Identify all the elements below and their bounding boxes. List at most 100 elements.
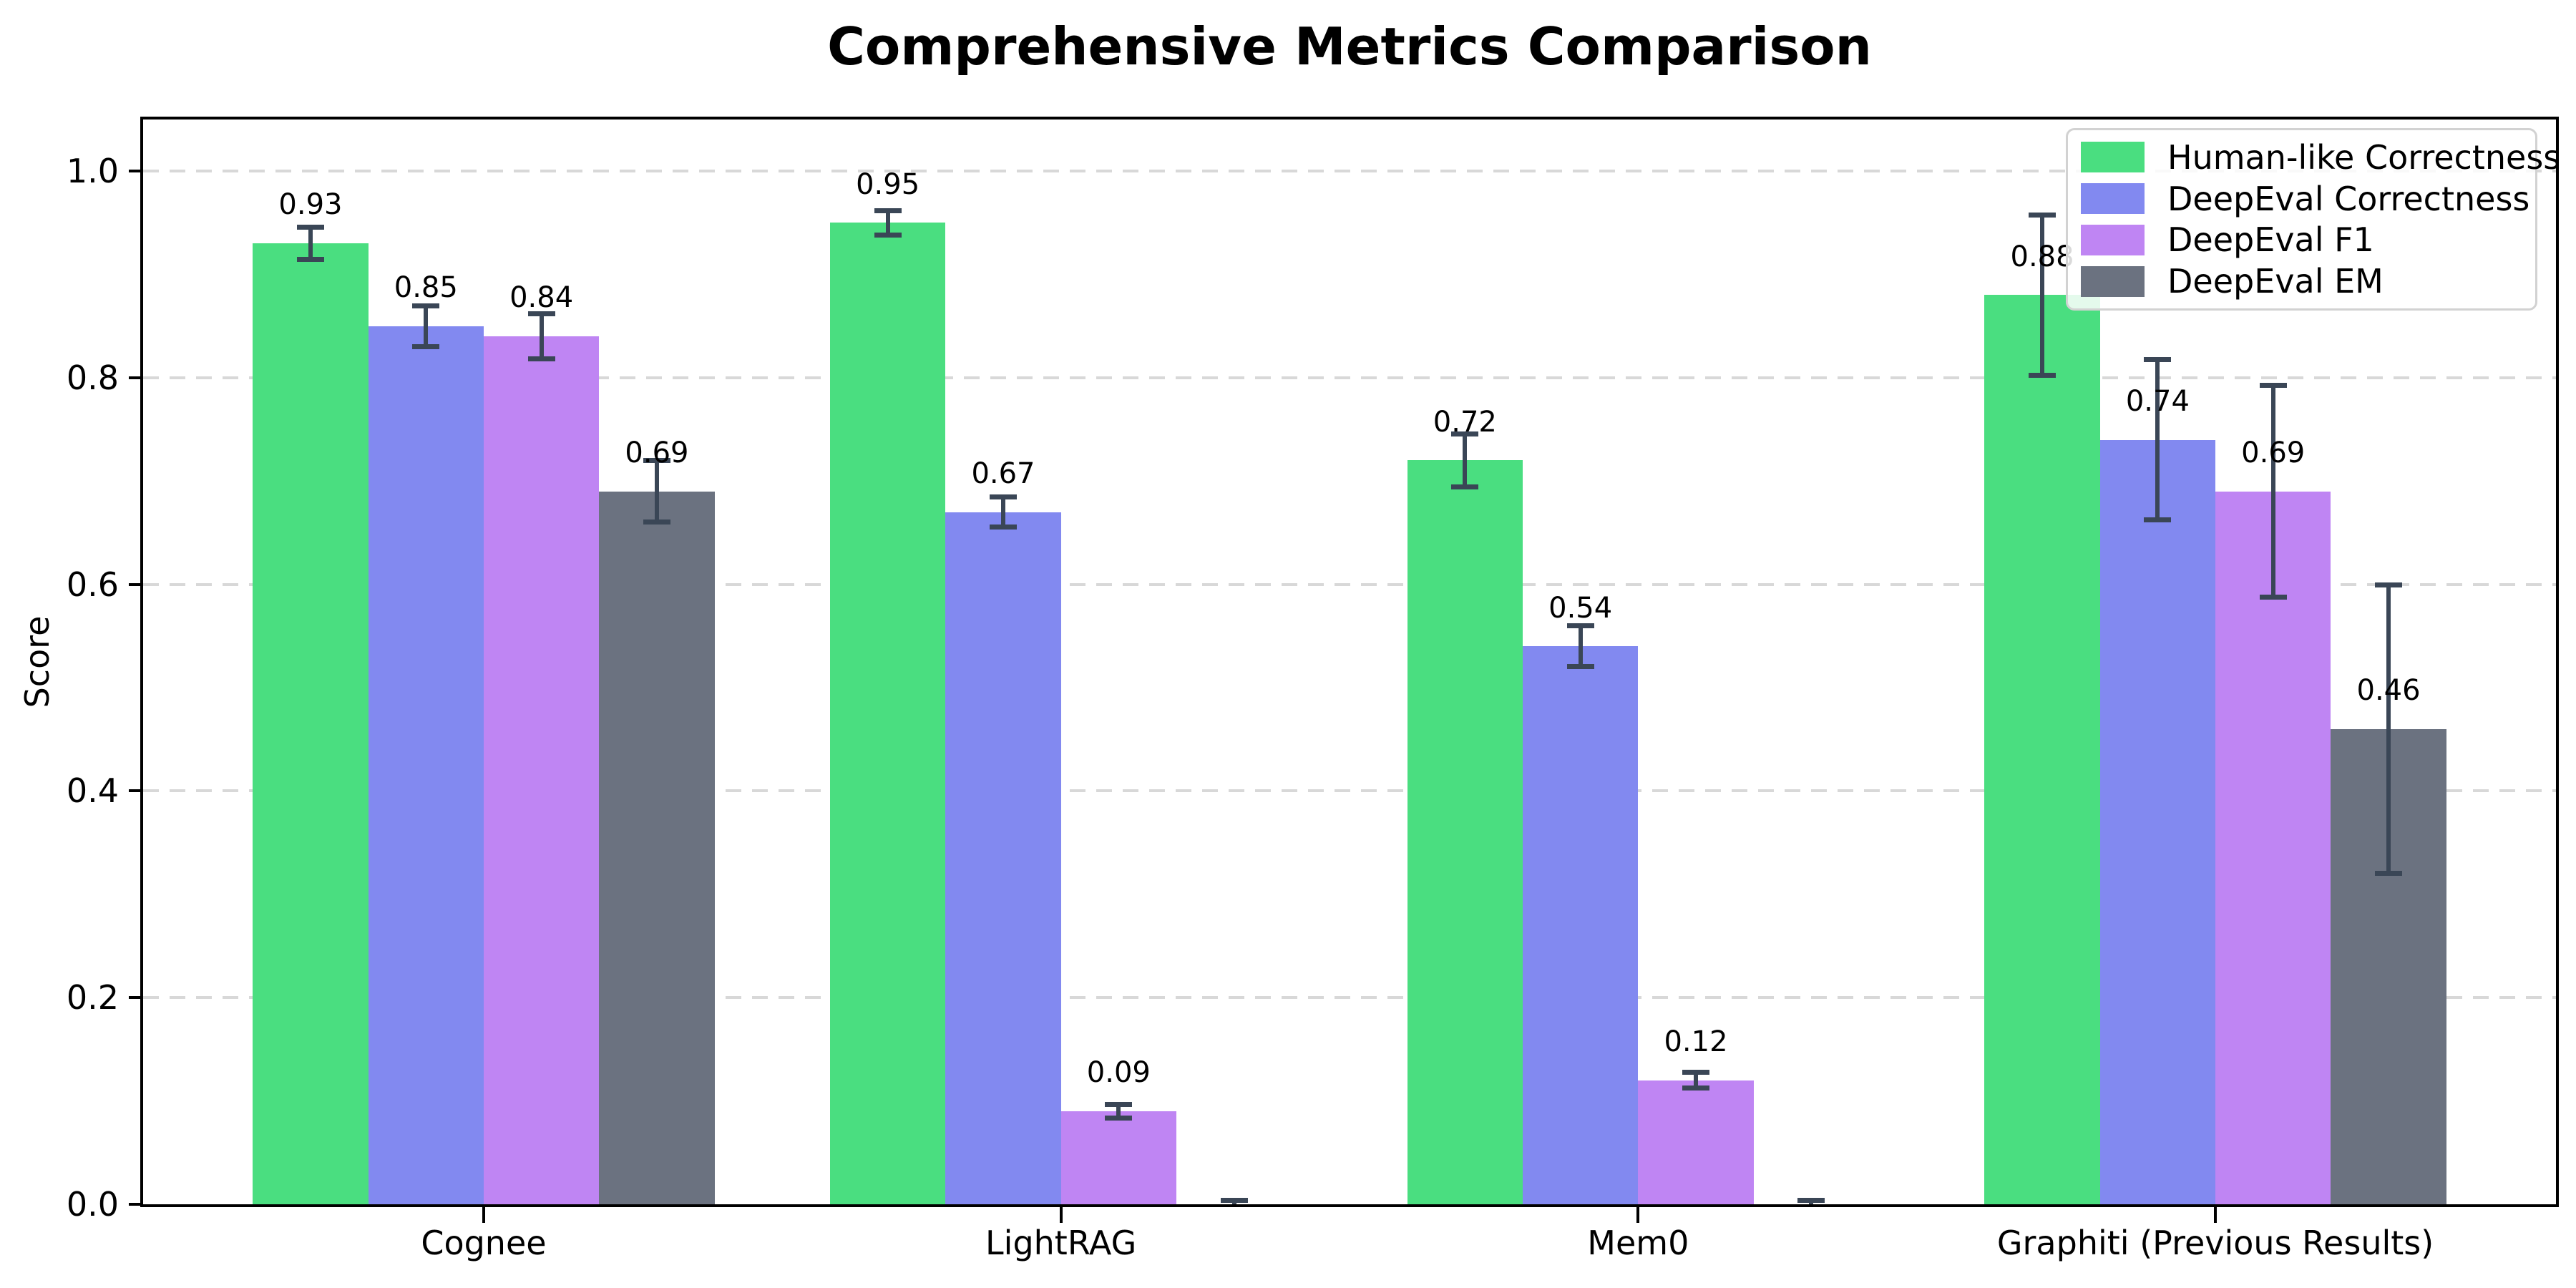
bar-value-label: 0.72 xyxy=(1433,405,1497,439)
gridline xyxy=(143,170,2556,173)
bar-value-label: 0.85 xyxy=(394,270,458,304)
bar-value-label: 0.69 xyxy=(2241,436,2306,469)
bar xyxy=(368,326,484,1204)
error-cap-top xyxy=(2029,212,2057,218)
error-cap-top xyxy=(412,303,440,308)
error-cap-top xyxy=(296,225,324,230)
error-cap-top xyxy=(874,208,902,214)
bar xyxy=(829,223,946,1204)
error-cap-bottom xyxy=(1105,1116,1133,1121)
x-tick-label: Cognee xyxy=(421,1224,547,1262)
legend-swatch xyxy=(2081,224,2145,255)
legend-swatch xyxy=(2081,265,2145,297)
gridline xyxy=(143,376,2556,379)
error-cap-top xyxy=(1220,1198,1248,1204)
legend: Human-like Correctness DeepEval Correctne… xyxy=(2066,128,2560,311)
error-cap-top xyxy=(989,494,1017,499)
gridline xyxy=(143,582,2556,586)
y-axis-label: Score xyxy=(18,615,57,708)
error-bar xyxy=(1116,1103,1121,1119)
chart-title: Comprehensive Metrics Comparison xyxy=(827,16,1872,77)
legend-item: Human-like Correctness xyxy=(2081,139,2560,176)
legend-label: DeepEval EM xyxy=(2167,262,2384,301)
gridline xyxy=(143,789,2556,793)
bar xyxy=(945,512,1061,1204)
bar xyxy=(2099,439,2216,1204)
y-axis-tick xyxy=(129,789,143,793)
error-cap-bottom xyxy=(1682,1085,1710,1091)
error-cap-bottom xyxy=(1566,664,1594,670)
bar xyxy=(2215,491,2331,1204)
y-axis-tick xyxy=(129,1203,143,1206)
error-bar xyxy=(654,460,659,523)
x-axis-tick xyxy=(2214,1207,2218,1223)
x-tick-label: Graphiti (Previous Results) xyxy=(1996,1224,2434,1262)
legend-item: DeepEval F1 xyxy=(2081,221,2528,258)
error-bar xyxy=(1578,625,1583,668)
bar xyxy=(1638,1080,1754,1204)
error-cap-bottom xyxy=(2259,595,2287,600)
error-bar xyxy=(1000,496,1005,528)
error-bar xyxy=(539,313,544,359)
error-bar xyxy=(1463,433,1468,487)
y-tick-label: 0.2 xyxy=(66,978,119,1018)
bar-value-label: 0.46 xyxy=(2356,674,2421,708)
bar-value-label: 0.09 xyxy=(1086,1056,1151,1090)
error-cap-top xyxy=(1105,1101,1133,1107)
bar-value-label: 0.95 xyxy=(856,167,920,201)
error-cap-bottom xyxy=(2029,373,2057,379)
error-cap-bottom xyxy=(527,356,555,361)
y-tick-label: 0.6 xyxy=(66,565,119,604)
y-axis-tick xyxy=(129,996,143,1000)
bar xyxy=(1407,460,1523,1204)
error-cap-bottom xyxy=(989,525,1017,530)
x-tick-label: Mem0 xyxy=(1587,1224,1689,1262)
error-cap-bottom xyxy=(2144,517,2172,523)
bar-value-label: 0.54 xyxy=(1548,591,1613,625)
y-axis-tick xyxy=(129,170,143,173)
error-cap-top xyxy=(2259,383,2287,389)
error-cap-top xyxy=(2375,582,2403,587)
gridline xyxy=(143,996,2556,1000)
legend-swatch xyxy=(2081,142,2145,173)
y-axis-tick xyxy=(129,582,143,586)
bar xyxy=(483,336,600,1204)
x-tick-label: LightRAG xyxy=(985,1224,1137,1262)
y-tick-label: 0.0 xyxy=(66,1185,119,1224)
x-axis-tick xyxy=(1636,1207,1640,1223)
error-cap-bottom xyxy=(2375,870,2403,876)
x-axis-tick xyxy=(1059,1207,1063,1223)
error-cap-bottom xyxy=(296,257,324,263)
bar xyxy=(1060,1111,1176,1204)
error-bar xyxy=(2386,584,2391,874)
legend-label: Human-like Correctness xyxy=(2167,137,2561,177)
x-axis-tick xyxy=(482,1207,485,1223)
y-tick-label: 0.8 xyxy=(66,358,119,397)
bar xyxy=(1984,295,2100,1204)
bar xyxy=(253,243,369,1204)
error-cap-top xyxy=(1451,431,1479,436)
bar xyxy=(1523,646,1639,1204)
y-axis-tick xyxy=(129,376,143,379)
error-bar xyxy=(2155,358,2160,521)
bar-value-label: 0.74 xyxy=(2125,384,2190,418)
error-cap-top xyxy=(1566,623,1594,629)
legend-item: DeepEval Correctness xyxy=(2081,179,2530,218)
y-tick-label: 1.0 xyxy=(66,152,119,191)
error-cap-top xyxy=(1682,1070,1710,1075)
error-cap-top xyxy=(527,311,555,317)
error-cap-bottom xyxy=(1451,484,1479,489)
error-bar xyxy=(308,227,313,260)
error-cap-top xyxy=(643,458,670,464)
bar-value-label: 0.67 xyxy=(971,457,1035,490)
bar-value-label: 0.84 xyxy=(509,281,574,315)
error-cap-top xyxy=(1797,1198,1825,1204)
error-cap-top xyxy=(2144,356,2172,362)
error-cap-bottom xyxy=(874,232,902,238)
bar-value-label: 0.12 xyxy=(1664,1025,1728,1058)
error-cap-bottom xyxy=(643,519,670,525)
legend-label: DeepEval Correctness xyxy=(2167,179,2530,218)
plot-area: 0.93 0.95 0.72 0.88 0.85 0.67 0.54 0.74 0.84 0.09… xyxy=(143,119,2556,1204)
legend-swatch xyxy=(2081,183,2145,215)
